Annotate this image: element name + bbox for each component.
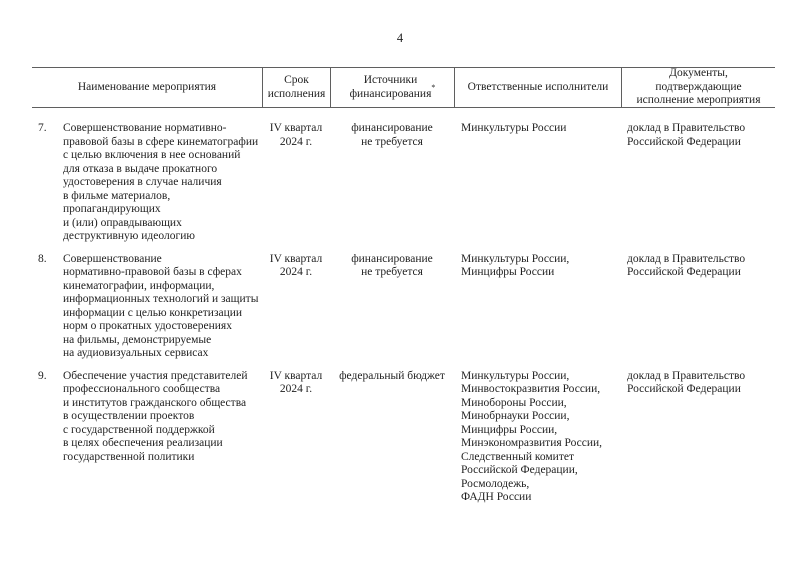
event-documents-cell: доклад в Правительство Российской Федера… [627,122,746,148]
column-header-event-name: Наименование мероприятия [77,80,217,93]
event-name-text: Совершенствование нормативно- правовой б… [63,122,259,242]
event-executors-cell: Минкультуры России [461,122,567,134]
event-term-cell: IV квартал 2024 г. [269,252,323,279]
event-name-text: Обеспечение участия представителей профе… [63,369,248,463]
table-row-7: 7. Совершенствование нормативно- правово… [32,122,775,244]
table-row-8: 8. Совершенствование нормативно-правовой… [32,253,775,361]
row-number: 7. [38,122,47,134]
page-number: 4 [396,31,404,45]
action-plan-table: Наименование мероприятия Срок исполнения… [32,67,775,505]
event-executors-cell: Минкультуры России, Минцифры России [461,252,570,279]
table-header-row: Наименование мероприятия Срок исполнения… [32,67,775,108]
event-documents-cell: доклад в Правительство Российской Федера… [627,369,746,396]
event-name-cell: 8. Совершенствование нормативно-правовой… [32,253,262,361]
event-term-cell: IV квартал 2024 г. [269,122,323,148]
event-executors-cell: Минкультуры России, Минвостокразвития Ро… [461,369,603,504]
event-documents-cell: доклад в Правительство Российской Федера… [627,252,746,279]
row-number: 9. [38,369,47,382]
column-header-executors: Ответственные исполнители [454,68,621,107]
event-funding-cell: финансирование не требуется [351,252,433,279]
column-header-funding: Источники финансирования * [330,68,454,107]
table-row-9: 9. Обеспечение участия представителей пр… [32,370,775,505]
event-term-cell: IV квартал 2024 г. [269,369,323,396]
event-name-cell: 7. Совершенствование нормативно- правово… [32,122,262,244]
event-name-text: Совершенствование нормативно-правовой ба… [63,252,259,360]
event-funding-cell: финансирование не требуется [351,122,433,148]
column-header-funding-label: Источники финансирования [349,74,432,100]
column-header-documents: Документы, подтверждающие исполнение мер… [621,67,775,107]
column-header-term: Срок исполнения [262,68,330,107]
event-funding-cell: федеральный бюджет [339,369,445,382]
event-name-cell: 9. Обеспечение участия представителей пр… [32,370,262,465]
row-number: 8. [38,252,47,265]
